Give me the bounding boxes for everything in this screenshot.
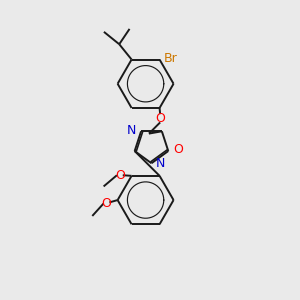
Text: O: O — [115, 169, 125, 182]
Text: O: O — [101, 197, 111, 210]
Text: N: N — [156, 157, 165, 170]
Text: Br: Br — [164, 52, 178, 64]
Text: O: O — [173, 143, 183, 156]
Text: N: N — [127, 124, 136, 137]
Text: O: O — [155, 112, 165, 125]
